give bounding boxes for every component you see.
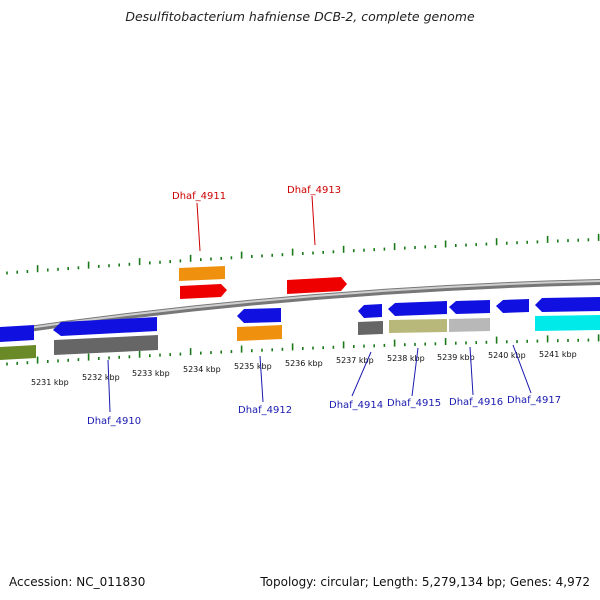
gene-feature[interactable] xyxy=(388,301,447,316)
scale-label: 5240 kbp xyxy=(488,351,526,360)
accession-text: Accession: NC_011830 xyxy=(9,575,146,589)
gene-feature[interactable] xyxy=(53,317,157,336)
gene-labels: Dhaf_4911 Dhaf_4913 Dhaf_4910 Dhaf_4912 … xyxy=(87,185,561,427)
outer-tick-row xyxy=(6,233,600,275)
gene-feature[interactable] xyxy=(496,299,529,313)
scale-labels: 5231 kbp 5232 kbp 5233 kbp 5234 kbp 5235… xyxy=(31,350,577,387)
leader-line xyxy=(351,351,372,397)
gene-feature[interactable] xyxy=(287,277,347,294)
inner-tick-row xyxy=(6,334,600,366)
bottom-strand-features xyxy=(0,297,600,360)
gene-feature[interactable] xyxy=(449,318,490,332)
gene-label[interactable]: Dhaf_4917 xyxy=(507,395,561,406)
scale-label: 5238 kbp xyxy=(387,354,425,363)
leader-line xyxy=(107,359,111,413)
scale-label: 5234 kbp xyxy=(183,365,221,374)
scale-label: 5231 kbp xyxy=(31,378,69,387)
gene-label[interactable]: Dhaf_4915 xyxy=(387,398,441,409)
scale-label: 5239 kbp xyxy=(437,353,475,362)
genome-title: Desulfitobacterium hafniense DCB-2, comp… xyxy=(125,9,475,24)
leader-line xyxy=(411,347,419,397)
leader-line xyxy=(469,346,474,396)
gene-feature[interactable] xyxy=(0,325,34,342)
gene-label[interactable]: Dhaf_4911 xyxy=(172,191,226,202)
gene-feature[interactable] xyxy=(0,345,36,360)
gene-feature[interactable] xyxy=(535,297,600,312)
gene-label[interactable]: Dhaf_4916 xyxy=(449,397,503,408)
gene-feature[interactable] xyxy=(237,325,282,341)
gene-feature[interactable] xyxy=(358,304,382,318)
leader-line xyxy=(512,344,532,394)
gene-feature[interactable] xyxy=(389,319,447,333)
scale-label: 5235 kbp xyxy=(234,362,272,371)
gene-label[interactable]: Dhaf_4913 xyxy=(287,185,341,196)
genome-summary-text: Topology: circular; Length: 5,279,134 bp… xyxy=(260,575,590,589)
gene-feature[interactable] xyxy=(237,308,281,323)
gene-label[interactable]: Dhaf_4910 xyxy=(87,416,141,427)
gene-feature[interactable] xyxy=(179,266,225,281)
leader-line xyxy=(259,355,264,403)
leader-line xyxy=(311,195,316,246)
gene-label[interactable]: Dhaf_4912 xyxy=(238,405,292,416)
gene-feature[interactable] xyxy=(535,315,600,331)
scale-label: 5233 kbp xyxy=(132,369,170,378)
leader-line xyxy=(196,202,201,252)
genome-backbone-highlight xyxy=(0,280,600,333)
gene-label[interactable]: Dhaf_4914 xyxy=(329,400,383,411)
gene-feature[interactable] xyxy=(358,321,383,335)
scale-label: 5236 kbp xyxy=(285,359,323,368)
scale-label: 5241 kbp xyxy=(539,350,577,359)
scale-label: 5237 kbp xyxy=(336,356,374,365)
top-strand-features xyxy=(179,266,347,299)
gene-feature[interactable] xyxy=(449,300,490,314)
scale-label: 5232 kbp xyxy=(82,373,120,382)
gene-feature[interactable] xyxy=(180,284,227,299)
gene-leader-lines xyxy=(107,195,532,413)
gene-feature[interactable] xyxy=(54,335,158,355)
